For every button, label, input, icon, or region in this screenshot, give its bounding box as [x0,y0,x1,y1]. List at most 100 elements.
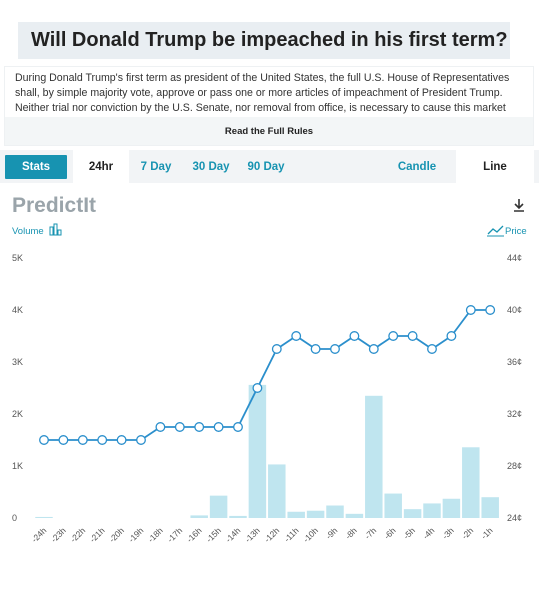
price-point[interactable] [77,435,88,445]
rules-box: During Donald Trump's first term as pres… [4,66,534,146]
y-left-tick-label: 1K [12,461,23,471]
x-tick-label: -3h [440,525,456,541]
price-point[interactable] [97,435,108,445]
x-tick-label: -17h [165,525,184,543]
chart-area: PredictIt Volume Price 0 1K 2K 3K 4K 5K 24¢ 28… [0,183,539,544]
price-point[interactable] [252,383,263,393]
y-left-tick-label: 3K [12,357,23,367]
price-point[interactable] [485,305,496,315]
price-point[interactable] [39,435,49,445]
price-point[interactable] [233,422,243,432]
page-title: Will Donald Trump be impeached in his fi… [31,29,508,51]
x-tick-label: -16h [185,525,204,543]
volume-bar [423,503,441,518]
tab-7-day[interactable]: 7 Day [140,160,172,173]
tab-line[interactable]: Line [456,150,534,183]
price-point[interactable] [271,344,282,354]
x-tick-label: -10h [301,525,320,543]
price-legend-label: Price [505,226,527,237]
x-tick-label: -6h [382,525,398,541]
volume-bar [403,509,422,518]
x-tick-label: -20h [107,525,126,543]
y-right-tick-label: 28¢ [507,461,522,471]
tab-90-day[interactable]: 90 Day [247,160,285,173]
rules-text: During Donald Trump's first term as pres… [15,72,510,114]
price-line [39,305,496,445]
price-point[interactable] [58,435,69,445]
volume-bars [35,384,499,518]
price-point[interactable] [291,331,302,341]
price-series-line [44,309,491,441]
y-left-tick-label: 2K [12,409,23,419]
y-left-tick-label: 5K [12,253,23,263]
y-right-tick-label: 40¢ [507,305,522,315]
y-left-tick-label: 0 [12,513,17,523]
y-left-tick-label: 4K [12,305,23,315]
price-point[interactable] [368,344,379,354]
price-volume-chart: PredictIt Volume Price 0 1K 2K 3K 4K 5K 24¢ 28… [12,194,527,544]
tab-30-day[interactable]: 30 Day [192,160,230,173]
volume-bar [268,464,286,518]
tab-24hr[interactable]: 24hr [73,150,129,183]
volume-bar [345,513,364,518]
volume-bar [306,510,325,518]
y-right-tick-label: 24¢ [507,513,522,523]
price-point[interactable] [330,344,340,354]
price-point[interactable] [136,435,146,445]
price-point[interactable] [465,305,476,315]
x-axis-labels: -24h -23h -22h -21h -20h -19h -18h -17h -16h -15h… [29,525,495,544]
x-tick-label: -13h [243,525,262,543]
y-right-tick-label: 36¢ [507,357,522,367]
x-tick-label: -11h [282,525,301,543]
price-point[interactable] [194,422,205,432]
price-point[interactable] [388,331,399,341]
volume-bar [248,384,267,518]
price-point[interactable] [213,422,224,432]
x-tick-label: -18h [146,525,165,543]
x-tick-label: -14h [223,525,242,543]
volume-bar [287,511,305,518]
x-tick-label: -22h [68,525,87,543]
x-tick-label: -4h [421,525,437,541]
x-tick-label: -15h [204,525,223,543]
volume-bar [442,498,461,518]
x-tick-label: -8h [343,525,359,541]
volume-bar [481,497,499,518]
price-point[interactable] [155,422,166,432]
volume-bar [365,395,383,518]
x-tick-label: -19h [126,525,145,543]
price-point[interactable] [407,331,418,341]
x-tick-label: -12h [262,525,281,543]
price-point[interactable] [310,344,321,354]
price-point[interactable] [446,331,457,341]
price-point[interactable] [116,435,127,445]
tab-stats[interactable]: Stats [5,155,67,179]
y-right-tick-label: 32¢ [507,409,522,419]
price-point[interactable] [174,422,185,432]
x-tick-label: -21h [88,525,107,543]
volume-bar [209,495,228,518]
tab-candle[interactable]: Candle [397,160,437,173]
x-tick-label: -1h [479,525,495,541]
price-point[interactable] [349,331,360,341]
right-axis: 24¢ 28¢ 32¢ 36¢ 40¢ 44¢ [507,253,522,523]
volume-legend-label: Volume [12,226,44,237]
read-full-rules-link[interactable]: Read the Full Rules [5,117,533,145]
x-tick-label: -23h [49,525,68,543]
download-icon[interactable] [514,199,524,212]
volume-icon [49,223,62,236]
volume-bar [384,493,402,518]
volume-bar [229,515,247,518]
volume-bar [35,516,53,518]
x-tick-label: -24h [29,525,48,543]
predictit-logo: PredictIt [12,194,96,217]
left-axis: 0 1K 2K 3K 4K 5K [12,253,23,523]
volume-bar [462,447,480,518]
x-tick-label: -2h [459,525,475,541]
price-point[interactable] [427,344,437,354]
volume-bar [326,505,344,518]
x-tick-label: -9h [324,525,340,541]
chart-tabs: Stats 24hr 7 Day 30 Day 90 Day Candle Li… [0,150,539,183]
price-line-icon [487,225,504,237]
x-tick-label: -7h [362,525,378,541]
